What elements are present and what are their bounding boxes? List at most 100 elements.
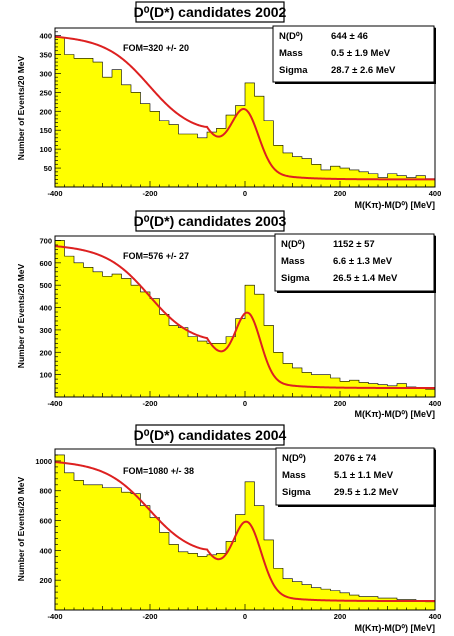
histogram-bar [235,514,245,610]
fit-curve [54,461,435,603]
stat-label: Sigma [281,273,310,284]
y-axis: 50 100 150 200 250 300 350 400 [39,27,61,188]
histogram-bar [226,336,236,397]
histogram-bar [140,291,150,397]
histogram-bar [416,388,426,397]
histogram-bar [387,598,397,610]
stats-box-frame [274,233,435,292]
histogram-bar [169,325,179,397]
stat-label: Sigma [282,487,311,498]
x-tick-label: -200 [142,399,157,408]
y-tick-label: 350 [39,51,52,60]
stat-value: 5.1 ± 1.1 MeV [334,470,394,481]
y-axis: 200 400 600 800 1000 [35,448,61,611]
y-axis: 100 200 300 400 500 600 700 [39,235,61,398]
y-tick-label: 700 [39,236,52,245]
histogram-bar [387,173,397,187]
histogram-bar [245,481,255,610]
y-axis-label: Number of Events/20 MeV [16,263,26,368]
x-tick-label: -200 [142,612,157,621]
x-tick-label: 0 [243,399,247,408]
histogram-bar [178,551,188,610]
histogram-bar [425,389,435,397]
chart-title: D⁰(D*) candidates 2002 [134,4,287,20]
x-tick-label: 400 [429,612,442,621]
stat-value: 1152 ± 57 [333,239,375,250]
histogram-bar [245,285,255,397]
histogram-bar [406,177,416,187]
histogram-bar [283,152,293,187]
histogram-bar [74,262,84,397]
histogram-outline [54,240,436,397]
histogram-bar [254,96,264,187]
histogram-bar [397,599,407,610]
y-tick-label: 500 [39,281,52,290]
chart-panel-3: D⁰(D*) candidates 2004-400 -200 0 200 400200… [16,424,442,633]
histogram-bar [273,352,283,397]
x-tick-label: 0 [243,189,247,198]
stat-label: N(D⁰) [282,453,306,464]
histogram-bar [131,493,141,610]
histogram-bar [216,343,226,397]
fom-label: FOM=320 +/- 20 [123,43,189,53]
histogram-bar [178,134,188,187]
histogram-bar [302,584,312,610]
histogram-bar [140,103,150,187]
histogram-bar [55,37,65,187]
histogram-bar [169,124,179,187]
x-tick-label: 200 [334,189,347,198]
stat-label: Sigma [279,65,308,76]
x-tick-label: 200 [334,399,347,408]
x-tick-label: 0 [243,612,247,621]
histogram-bar [425,178,435,187]
histogram-bar [416,175,426,187]
stat-value: 29.5 ± 1.2 MeV [334,487,399,498]
histogram-bar [102,487,112,610]
histogram-bar [64,54,74,187]
y-tick-label: 50 [44,164,52,173]
histogram-bar [188,134,198,187]
x-tick-label: -400 [47,612,62,621]
histogram-bar [102,77,112,187]
histogram-bar [216,128,226,187]
histogram-bar [178,327,188,397]
histogram-bar [311,587,321,610]
fit-curve [54,35,435,181]
y-tick-label: 150 [39,126,52,135]
stat-label: Mass [282,470,306,481]
histogram-bar [378,177,388,187]
histogram-bar [406,386,416,397]
stats-box-frame [272,25,435,83]
histogram-bar [83,484,93,610]
chart-title: D⁰(D*) candidates 2003 [134,213,287,229]
histogram-bar [121,84,131,187]
x-axis-label: M(Kπ)-M(D⁰) [MeV] [355,623,435,633]
x-tick-label: 400 [429,189,442,198]
histogram-bar [159,120,169,187]
histogram-bar [112,274,122,397]
histogram-bar [93,62,103,188]
fom-label: FOM=1080 +/- 38 [123,466,194,476]
x-tick-label: -400 [47,399,62,408]
histogram-bar [55,454,65,610]
y-tick-label: 250 [39,88,52,97]
histogram-bar [150,298,160,397]
histogram-bar [368,173,378,187]
histogram-bar [64,256,74,397]
x-tick-label: 200 [334,612,347,621]
histogram-bar [292,581,302,610]
histogram-bar [55,240,65,397]
stat-value: 6.6 ± 1.3 MeV [333,256,393,267]
histogram-bar [121,278,131,397]
histogram-bar [378,384,388,397]
x-tick-label: -400 [47,189,62,198]
histogram-bar [292,156,302,187]
y-tick-label: 200 [39,107,52,116]
histogram-bar [321,374,331,397]
histogram-bar [254,505,264,610]
chart-title-box [135,424,285,446]
histogram-bar [254,294,264,397]
histogram-bar [226,541,236,610]
stat-value: 26.5 ± 1.4 MeV [333,273,398,284]
